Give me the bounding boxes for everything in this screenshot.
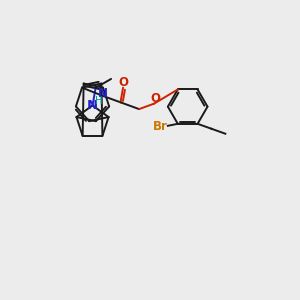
Text: N: N	[98, 87, 108, 100]
Text: O: O	[150, 92, 160, 105]
Text: O: O	[118, 76, 128, 89]
Text: H: H	[95, 97, 103, 106]
Text: Br: Br	[152, 120, 167, 133]
Text: N: N	[87, 99, 98, 112]
